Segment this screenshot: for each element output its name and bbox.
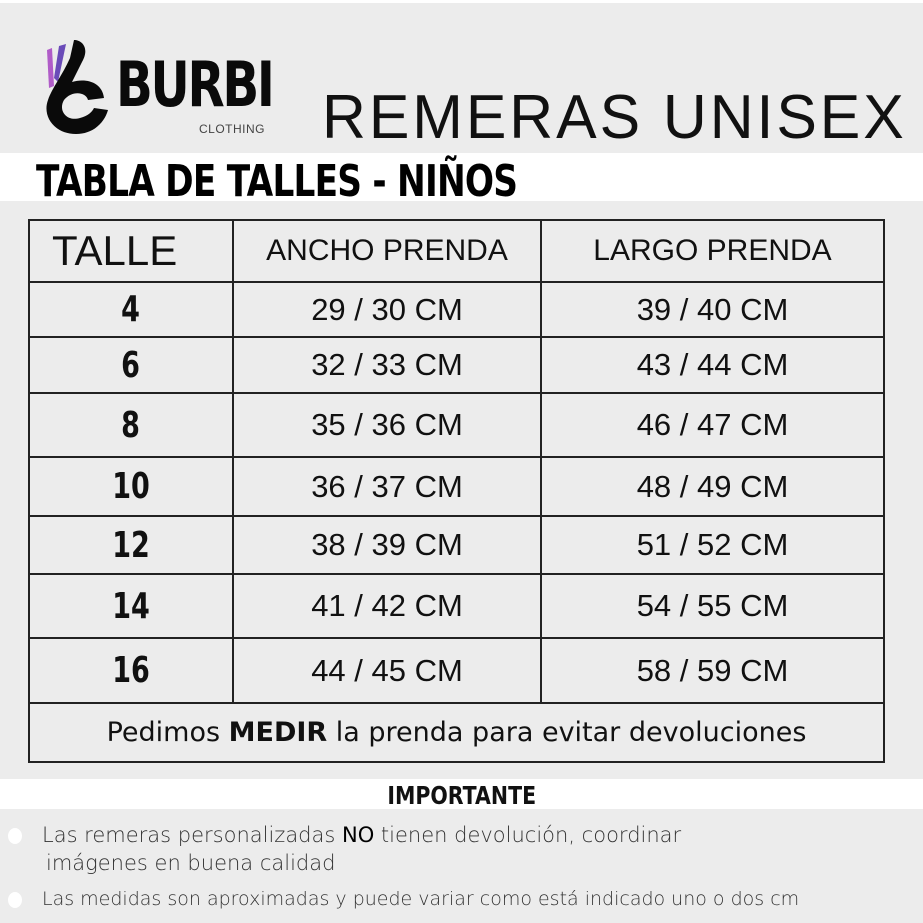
table-row: 6 32 / 33 CM 43 / 44 CM xyxy=(28,336,885,394)
measure-note-post: la prenda para evitar devoluciones xyxy=(327,717,807,748)
header-ancho: ANCHO PRENDA xyxy=(232,219,542,283)
note-1-bold: NO xyxy=(342,823,375,847)
measure-note: Pedimos MEDIR la prenda para evitar devo… xyxy=(28,702,885,763)
product-title: REMERAS UNISEX xyxy=(322,83,907,152)
ancho-cell: 32 / 33 CM xyxy=(232,336,542,394)
size-cell: 16 xyxy=(112,650,150,691)
note-1-pre: Las remeras personalizadas xyxy=(42,823,342,847)
ancho-cell: 35 / 36 CM xyxy=(232,392,542,458)
title-band xyxy=(0,153,923,201)
largo-cell: 54 / 55 CM xyxy=(540,573,885,639)
important-band xyxy=(0,779,923,809)
table-row: 16 44 / 45 CM 58 / 59 CM xyxy=(28,637,885,704)
size-table: TALLE ANCHO PRENDA LARGO PRENDA 4 29 / 30… xyxy=(28,219,885,763)
size-cell: 8 xyxy=(121,404,141,446)
bullet-icon xyxy=(8,892,22,908)
logo-mark-icon xyxy=(46,40,108,134)
table-title: TABLA DE TALLES - NIÑOS xyxy=(36,156,518,207)
note-1-post: tienen devolución, coordinar xyxy=(374,823,682,847)
bullet-icon xyxy=(8,828,22,844)
largo-cell: 39 / 40 CM xyxy=(540,281,885,338)
brand-logo: BURBI CLOTHING xyxy=(42,38,282,138)
ancho-cell: 38 / 39 CM xyxy=(232,515,542,575)
top-border xyxy=(0,0,923,3)
size-cell: 4 xyxy=(121,289,141,330)
ancho-cell: 36 / 37 CM xyxy=(232,456,542,517)
important-title-text: IMPORTANTE xyxy=(387,781,536,810)
header-talle: TALLE xyxy=(28,219,234,283)
table-row: 12 38 / 39 CM 51 / 52 CM xyxy=(28,515,885,575)
ancho-cell: 41 / 42 CM xyxy=(232,573,542,639)
table-header-row: TALLE ANCHO PRENDA LARGO PRENDA xyxy=(28,219,885,283)
largo-cell: 46 / 47 CM xyxy=(540,392,885,458)
note-1-line2: imágenes en buena calidad xyxy=(46,851,336,875)
measure-note-bold: MEDIR xyxy=(228,717,328,748)
size-cell: 6 xyxy=(121,344,141,386)
size-cell: 12 xyxy=(112,524,150,566)
largo-cell: 58 / 59 CM xyxy=(540,637,885,704)
header-largo: LARGO PRENDA xyxy=(540,219,885,283)
measure-note-pre: Pedimos xyxy=(106,717,229,748)
size-cell: 14 xyxy=(112,585,150,627)
largo-cell: 43 / 44 CM xyxy=(540,336,885,394)
brand-subtitle: CLOTHING xyxy=(199,122,266,136)
table-row: 14 41 / 42 CM 54 / 55 CM xyxy=(28,573,885,639)
largo-cell: 51 / 52 CM xyxy=(540,515,885,575)
note-2: Las medidas son aproximadas y puede vari… xyxy=(42,888,800,910)
size-cell: 10 xyxy=(112,466,150,507)
ancho-cell: 44 / 45 CM xyxy=(232,637,542,704)
table-row: 10 36 / 37 CM 48 / 49 CM xyxy=(28,456,885,517)
brand-name: BURBI xyxy=(116,48,275,121)
table-row: 8 35 / 36 CM 46 / 47 CM xyxy=(28,392,885,458)
largo-cell: 48 / 49 CM xyxy=(540,456,885,517)
note-1: Las remeras personalizadas NO tienen dev… xyxy=(42,821,681,877)
important-title: IMPORTANTE xyxy=(0,781,923,810)
table-row: 4 29 / 30 CM 39 / 40 CM xyxy=(28,281,885,338)
table-footer-row: Pedimos MEDIR la prenda para evitar devo… xyxy=(28,702,885,763)
ancho-cell: 29 / 30 CM xyxy=(232,281,542,338)
